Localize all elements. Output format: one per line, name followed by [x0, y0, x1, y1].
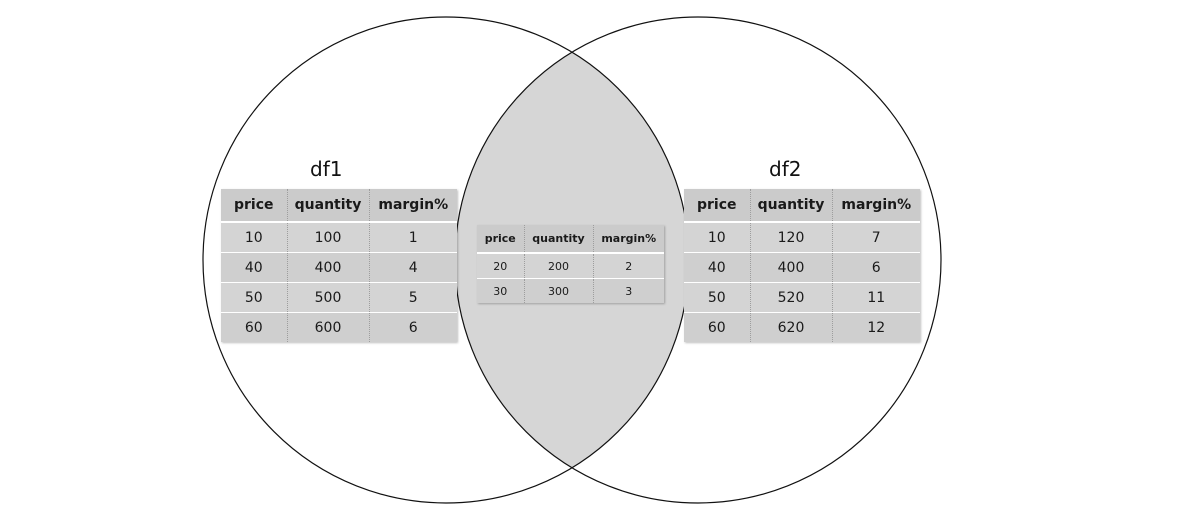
cell: 60	[221, 312, 287, 342]
df1-col-margin: margin%	[368, 189, 457, 223]
cell: 300	[523, 278, 593, 303]
df1-label: df1	[310, 157, 343, 181]
cell: 20	[477, 252, 524, 279]
table-row: 40 400 6	[684, 252, 920, 283]
df2-col-margin: margin%	[831, 189, 920, 223]
cell: 50	[684, 282, 750, 313]
cell: 2	[592, 252, 664, 279]
table-row: 10 100 1	[221, 221, 457, 253]
table-row: 60 600 6	[221, 312, 457, 342]
df2-label: df2	[769, 157, 802, 181]
df1-table: price quantity margin% 10 100 1 40 400 4…	[221, 189, 457, 342]
intersection-col-quantity: quantity	[523, 225, 593, 254]
table-row: 60 620 12	[684, 312, 920, 342]
cell: 100	[286, 221, 369, 253]
intersection-col-margin: margin%	[592, 225, 664, 254]
df2-table: price quantity margin% 10 120 7 40 400 6…	[684, 189, 920, 342]
table-row: 30 300 3	[477, 278, 664, 303]
cell: 7	[831, 221, 920, 253]
cell: 40	[684, 252, 750, 283]
cell: 60	[684, 312, 750, 342]
cell: 120	[749, 221, 832, 253]
cell: 520	[749, 282, 832, 313]
cell: 10	[221, 221, 287, 253]
cell: 6	[831, 252, 920, 283]
df1-col-price: price	[221, 189, 287, 223]
intersection-col-price: price	[477, 225, 524, 254]
df2-header-row: price quantity margin%	[684, 189, 920, 223]
cell: 6	[368, 312, 457, 342]
df1-header-row: price quantity margin%	[221, 189, 457, 223]
df1-col-quantity: quantity	[286, 189, 369, 223]
cell: 12	[831, 312, 920, 342]
intersection-header-row: price quantity margin%	[477, 225, 664, 254]
cell: 3	[592, 278, 664, 303]
cell: 5	[368, 282, 457, 313]
cell: 30	[477, 278, 524, 303]
cell: 200	[523, 252, 593, 279]
cell: 40	[221, 252, 287, 283]
cell: 11	[831, 282, 920, 313]
cell: 4	[368, 252, 457, 283]
cell: 1	[368, 221, 457, 253]
cell: 400	[286, 252, 369, 283]
table-row: 40 400 4	[221, 252, 457, 283]
table-row: 50 520 11	[684, 282, 920, 313]
intersection-table: price quantity margin% 20 200 2 30 300 3	[477, 225, 664, 303]
cell: 600	[286, 312, 369, 342]
cell: 10	[684, 221, 750, 253]
overlap-region	[455, 17, 689, 503]
table-row: 50 500 5	[221, 282, 457, 313]
df2-col-quantity: quantity	[749, 189, 832, 223]
cell: 620	[749, 312, 832, 342]
cell: 400	[749, 252, 832, 283]
table-row: 20 200 2	[477, 252, 664, 279]
table-row: 10 120 7	[684, 221, 920, 253]
cell: 500	[286, 282, 369, 313]
df2-col-price: price	[684, 189, 750, 223]
cell: 50	[221, 282, 287, 313]
